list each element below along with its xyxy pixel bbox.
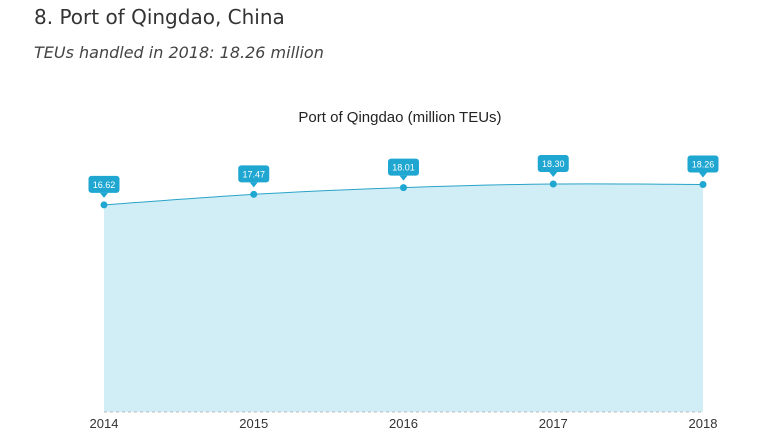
x-tick-label: 2014 xyxy=(90,416,119,431)
data-label: 18.26 xyxy=(687,155,719,178)
data-label-pointer xyxy=(399,175,408,181)
data-label-pointer xyxy=(249,182,258,188)
x-tick-label: 2018 xyxy=(689,416,718,431)
area-fill xyxy=(104,183,703,412)
data-label-layer: 16.62 17.47 18.01 18.30 18.26 xyxy=(88,154,719,198)
data-point[interactable] xyxy=(400,184,407,192)
data-label-box xyxy=(238,165,270,183)
x-tick-label: 2017 xyxy=(539,416,568,431)
data-point[interactable] xyxy=(549,180,557,188)
data-label-box xyxy=(88,175,120,193)
area-layer xyxy=(103,183,704,412)
data-point[interactable] xyxy=(699,180,707,188)
data-label-text: 18.30 xyxy=(542,159,565,169)
chart-title: Port of Qingdao (million TEUs) xyxy=(298,109,501,126)
x-axis: 2014 2015 2016 2017 2018 xyxy=(90,411,718,431)
data-label-pointer xyxy=(699,172,707,178)
data-label: 18.30 xyxy=(537,154,569,177)
data-label-text: 16.62 xyxy=(93,180,116,190)
data-label-box xyxy=(388,158,419,176)
data-label-text: 18.01 xyxy=(392,163,415,173)
data-label-pointer xyxy=(549,171,558,177)
data-label: 18.01 xyxy=(388,158,419,181)
data-label-box xyxy=(537,154,569,172)
data-label-box xyxy=(687,155,719,173)
data-point[interactable] xyxy=(250,190,258,198)
page-heading: 8. Port of Qingdao, China xyxy=(34,5,285,29)
x-tick-label: 2016 xyxy=(389,416,418,431)
data-point[interactable] xyxy=(100,201,108,209)
data-label: 17.47 xyxy=(238,165,270,188)
data-label: 16.62 xyxy=(88,175,120,198)
page-subheading: TEUs handled in 2018: 18.26 million xyxy=(34,43,324,62)
marker-layer xyxy=(100,180,707,209)
data-label-pointer xyxy=(100,192,108,198)
data-label-text: 17.47 xyxy=(242,169,265,179)
data-label-text: 18.26 xyxy=(692,159,715,169)
x-tick-label: 2015 xyxy=(239,416,268,431)
